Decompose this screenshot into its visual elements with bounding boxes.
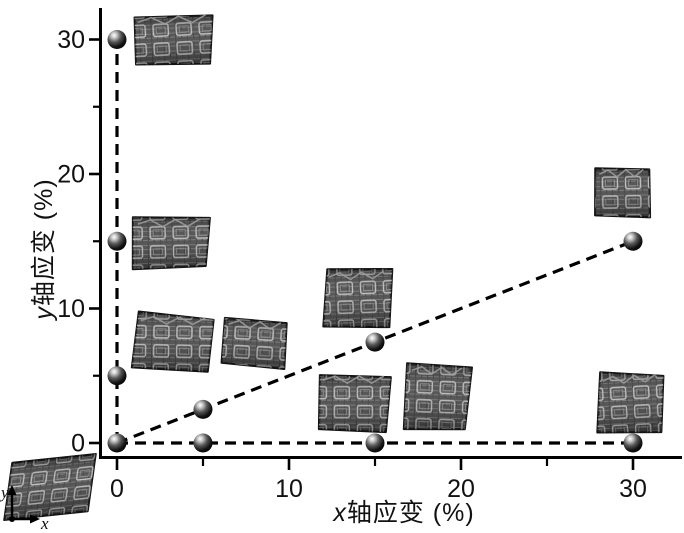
specimen-photo <box>317 374 392 434</box>
y-axis-title: y轴应变 (%) <box>30 178 58 320</box>
data-point <box>107 30 127 49</box>
reference-photo-surface <box>3 453 97 521</box>
inset-y-arrowhead-icon <box>7 485 17 495</box>
y-axis-tick-label: 10 <box>57 295 85 323</box>
specimen-photo <box>131 216 211 271</box>
specimen-photo <box>596 371 665 434</box>
x-axis-tick-label: 10 <box>275 475 303 503</box>
data-point <box>623 433 643 453</box>
reference-specimen-inset: y x <box>0 453 97 533</box>
specimen-photo <box>322 268 394 329</box>
series-line-equibiaxial-strain-y-half-x <box>116 239 634 445</box>
inset-x-axis-label: x <box>40 514 49 533</box>
x-axis-tick-label: 30 <box>619 475 647 503</box>
inset-origin-dot <box>9 516 15 522</box>
y-axis-tick-label: 30 <box>57 26 85 54</box>
y-axis-tick-label: 20 <box>57 161 85 189</box>
data-point <box>365 433 385 453</box>
x-axis-tick-label: 20 <box>447 475 475 503</box>
specimen-photo <box>130 310 215 373</box>
x-axis-tick-label: 0 <box>110 475 124 503</box>
x-axis-title: x轴应变 (%) <box>333 499 475 527</box>
reference-specimen-photo <box>3 453 97 521</box>
data-point <box>107 231 127 251</box>
data-point <box>193 433 213 453</box>
specimen-photo <box>402 362 473 431</box>
specimen-photo <box>220 316 288 371</box>
inset-y-axis-label: y <box>0 483 9 502</box>
specimen-photo <box>133 14 214 66</box>
data-point <box>623 231 643 251</box>
data-point <box>107 433 127 453</box>
inset-x-arrowhead-icon <box>30 514 40 524</box>
data-point <box>107 366 127 386</box>
specimen-photo <box>594 167 652 219</box>
y-axis-tick-label: 0 <box>71 430 85 458</box>
data-point <box>193 399 213 419</box>
data-point <box>365 332 385 352</box>
